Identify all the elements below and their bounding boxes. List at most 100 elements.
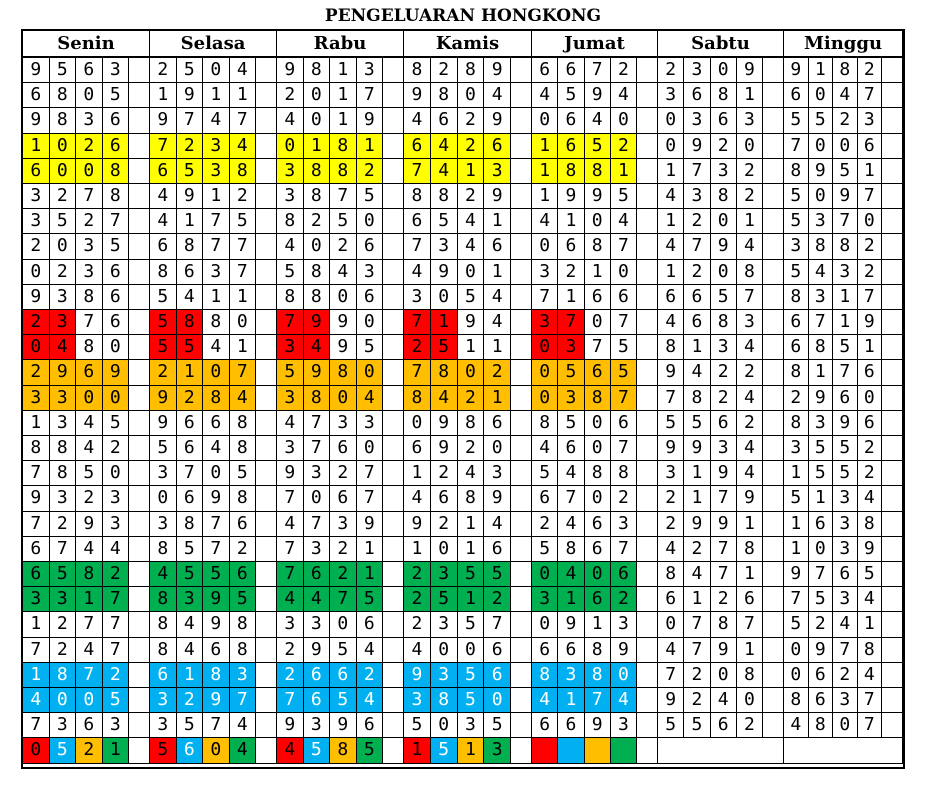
- digit-cell: 1: [784, 461, 809, 487]
- digit-cell: 8: [176, 511, 203, 537]
- digit-cell: 7: [784, 133, 809, 159]
- digit-cell: 8: [229, 486, 256, 512]
- digit-cell: 8: [584, 234, 611, 260]
- digit-cell: 3: [684, 58, 711, 84]
- digit-cell: 3: [277, 335, 304, 361]
- digit-cell: 4: [658, 536, 685, 562]
- digit-cell: 3: [330, 511, 357, 537]
- digit-cell: 8: [430, 360, 458, 386]
- digit-cell: 8: [203, 385, 230, 411]
- digit-cell: 9: [736, 486, 763, 512]
- digit-cell: 8: [76, 335, 103, 361]
- digit-cell: 5: [150, 335, 177, 361]
- digit-cell: 8: [176, 310, 203, 336]
- digit-cell: 4: [176, 284, 203, 310]
- digit-cell: 7: [710, 536, 737, 562]
- digit-cell: 1: [457, 335, 485, 361]
- digit-cell: 8: [784, 360, 809, 386]
- digit-cell: 6: [102, 310, 129, 336]
- digit-cell: 1: [484, 385, 511, 411]
- digit-cell: 9: [457, 310, 485, 336]
- digit-cell: 0: [610, 259, 637, 285]
- digit-cell: 6: [303, 688, 330, 714]
- digit-cell: 4: [277, 108, 304, 134]
- digit-cell: 2: [736, 184, 763, 210]
- digit-cell: 1: [658, 209, 685, 235]
- digit-cell: 0: [736, 688, 763, 714]
- digit-cell: 4: [102, 536, 129, 562]
- digit-cell: 4: [404, 486, 431, 512]
- digit-cell: 0: [356, 310, 383, 336]
- digit-cell: 9: [684, 511, 711, 537]
- digit-cell: 6: [303, 662, 330, 688]
- digit-cell: 6: [102, 284, 129, 310]
- digit-cell: 4: [457, 234, 485, 260]
- digit-cell: 7: [203, 713, 230, 739]
- digit-cell: 2: [303, 209, 330, 235]
- digit-cell: 9: [203, 688, 230, 714]
- digit-cell: 4: [404, 259, 431, 285]
- digit-cell: 4: [736, 461, 763, 487]
- digit-cell: 1: [457, 738, 485, 764]
- digit-cell: 3: [49, 587, 76, 613]
- digit-cell: 7: [808, 562, 833, 588]
- digit-cell: 0: [303, 234, 330, 260]
- digit-cell: 4: [658, 184, 685, 210]
- digit-cell: 2: [684, 259, 711, 285]
- digit-cell: 7: [558, 486, 585, 512]
- digit-cell: 2: [684, 662, 711, 688]
- digit-cell: 5: [784, 184, 809, 210]
- digit-cell: 0: [430, 536, 458, 562]
- digit-cell: 2: [76, 133, 103, 159]
- digit-cell: 3: [277, 184, 304, 210]
- digit-cell: 4: [430, 133, 458, 159]
- digit-cell: 9: [484, 486, 511, 512]
- digit-cell: 3: [102, 486, 129, 512]
- digit-cell: 2: [277, 637, 304, 663]
- digit-cell: 1: [857, 335, 882, 361]
- digit-cell: 6: [330, 436, 357, 462]
- digit-cell: 5: [484, 713, 511, 739]
- digit-cell: 0: [203, 58, 230, 84]
- digit-cell: 3: [710, 436, 737, 462]
- digit-cell: 7: [404, 158, 431, 184]
- digit-cell: 7: [203, 511, 230, 537]
- digit-cell: 0: [49, 688, 76, 714]
- digit-cell: 4: [23, 688, 50, 714]
- digit-cell: 3: [430, 562, 458, 588]
- digit-cell: 3: [176, 587, 203, 613]
- digit-cell: 4: [277, 234, 304, 260]
- digit-cell: 3: [277, 158, 304, 184]
- digit-cell: 2: [176, 133, 203, 159]
- digit-cell: 3: [610, 511, 637, 537]
- digit-cell: 2: [610, 486, 637, 512]
- digit-cell: 8: [584, 385, 611, 411]
- digit-cell: 9: [203, 612, 230, 638]
- digit-cell: 3: [76, 234, 103, 260]
- digit-cell: 3: [229, 662, 256, 688]
- digit-cell: 3: [404, 284, 431, 310]
- digit-cell: 7: [356, 83, 383, 109]
- digit-cell: 8: [49, 108, 76, 134]
- digit-cell: 7: [356, 461, 383, 487]
- digit-cell: 8: [784, 158, 809, 184]
- digit-cell: 1: [808, 360, 833, 386]
- digit-cell: 7: [203, 536, 230, 562]
- digit-cell: 9: [330, 310, 357, 336]
- digit-cell: 3: [203, 133, 230, 159]
- digit-cell: 5: [457, 688, 485, 714]
- digit-cell: 1: [457, 158, 485, 184]
- digit-cell: 8: [710, 310, 737, 336]
- digit-cell: 1: [404, 536, 431, 562]
- digit-cell: 3: [808, 284, 833, 310]
- digit-cell: 8: [102, 184, 129, 210]
- digit-cell: 2: [330, 562, 357, 588]
- digit-cell: 3: [833, 486, 858, 512]
- digit-cell: 1: [229, 83, 256, 109]
- digit-cell: 6: [330, 662, 357, 688]
- digit-cell: 8: [457, 410, 485, 436]
- digit-cell: 8: [736, 536, 763, 562]
- header-minggu: Minggu: [784, 31, 903, 58]
- digit-cell: 5: [784, 209, 809, 235]
- digit-cell: 1: [203, 284, 230, 310]
